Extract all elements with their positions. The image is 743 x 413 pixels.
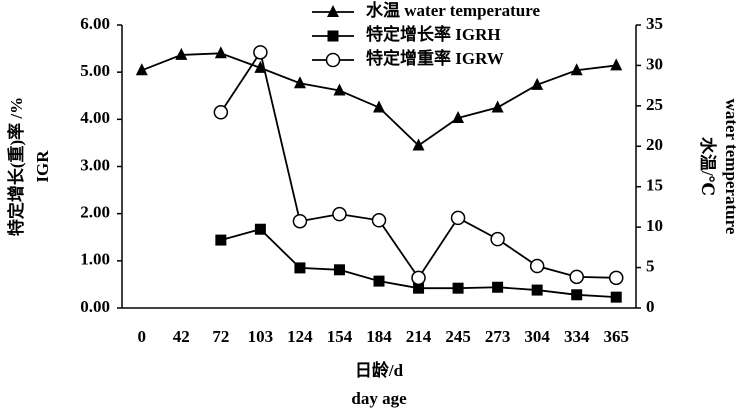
x-tick-label: 214	[406, 327, 432, 346]
data-point	[452, 282, 464, 294]
y-axis-label: IGR	[33, 150, 52, 183]
x-tick-label: 124	[287, 327, 313, 346]
data-point	[214, 46, 227, 59]
y-tick-label: 5.00	[80, 61, 110, 80]
data-point	[531, 77, 544, 90]
legend-marker	[325, 52, 341, 68]
data-point	[490, 231, 505, 247]
data-point	[570, 63, 583, 76]
data-point	[254, 223, 266, 235]
x-tick-label: 103	[248, 327, 274, 346]
data-point	[254, 60, 267, 73]
data-point	[293, 76, 306, 89]
y2-tick-label: 25	[646, 95, 663, 114]
series-line	[220, 50, 617, 280]
x-tick-label: 72	[212, 327, 229, 346]
data-point	[610, 58, 623, 71]
data-point	[452, 110, 465, 123]
data-point	[292, 213, 308, 229]
legend-label: 特定增重率 IGRW	[366, 48, 504, 68]
x-tick-label: 184	[366, 327, 392, 346]
data-point	[450, 210, 466, 226]
data-point	[253, 45, 268, 60]
x-tick-label: 273	[485, 327, 511, 346]
data-point	[373, 100, 385, 113]
x-tick-label: 334	[564, 327, 590, 346]
data-point	[412, 138, 425, 151]
y-tick-label: 1.00	[80, 250, 110, 269]
x-axis-label: day age	[351, 389, 407, 408]
data-point	[571, 289, 583, 301]
data-point	[373, 275, 385, 287]
y-tick-label: 3.00	[80, 155, 110, 174]
y-tick-label: 2.00	[80, 203, 110, 222]
data-point	[215, 234, 227, 246]
y2-tick-label: 10	[646, 216, 663, 235]
x-tick-label: 42	[173, 327, 190, 346]
y2-tick-label: 0	[646, 297, 655, 316]
data-point	[491, 100, 504, 113]
x-tick-label: 0	[138, 327, 147, 346]
y2-tick-label: 20	[646, 135, 663, 154]
data-point	[608, 270, 624, 286]
y2-tick-label: 35	[646, 14, 663, 33]
data-point	[332, 206, 347, 222]
x-tick-label: 245	[445, 327, 471, 346]
x-tick-label: 154	[327, 327, 353, 346]
legend-marker	[327, 5, 339, 17]
y2-tick-label: 30	[646, 54, 663, 73]
data-point	[333, 83, 346, 96]
x-tick-label: 365	[603, 327, 629, 346]
y-tick-label: 4.00	[80, 108, 110, 127]
y2-tick-label: 5	[646, 256, 655, 275]
legend-label: 特定增长率 IGRH	[366, 24, 501, 44]
legend-marker	[327, 30, 339, 42]
data-point	[610, 291, 622, 303]
y2-axis-label: water temperature	[722, 99, 741, 235]
data-point	[213, 105, 229, 120]
data-point	[411, 270, 426, 286]
y-tick-label: 0.00	[80, 297, 110, 316]
data-point	[569, 269, 584, 285]
y2-tick-label: 15	[646, 176, 663, 195]
legend-label: 水温 water temperature	[366, 0, 540, 20]
y-tick-label: 6.00	[80, 14, 110, 33]
data-point	[492, 281, 504, 293]
data-point	[531, 284, 543, 296]
data-point	[294, 262, 306, 274]
data-point	[135, 63, 148, 76]
data-point	[413, 282, 425, 294]
data-point	[529, 258, 545, 274]
y2-axis-label: 水温/℃	[698, 137, 718, 196]
x-axis-label: 日龄/d	[355, 360, 404, 380]
y-axis-label: 特定增长(重)率 /%	[6, 97, 26, 236]
data-point	[175, 47, 188, 60]
x-tick-label: 304	[524, 327, 550, 346]
data-point	[333, 264, 345, 276]
data-point	[371, 213, 387, 228]
